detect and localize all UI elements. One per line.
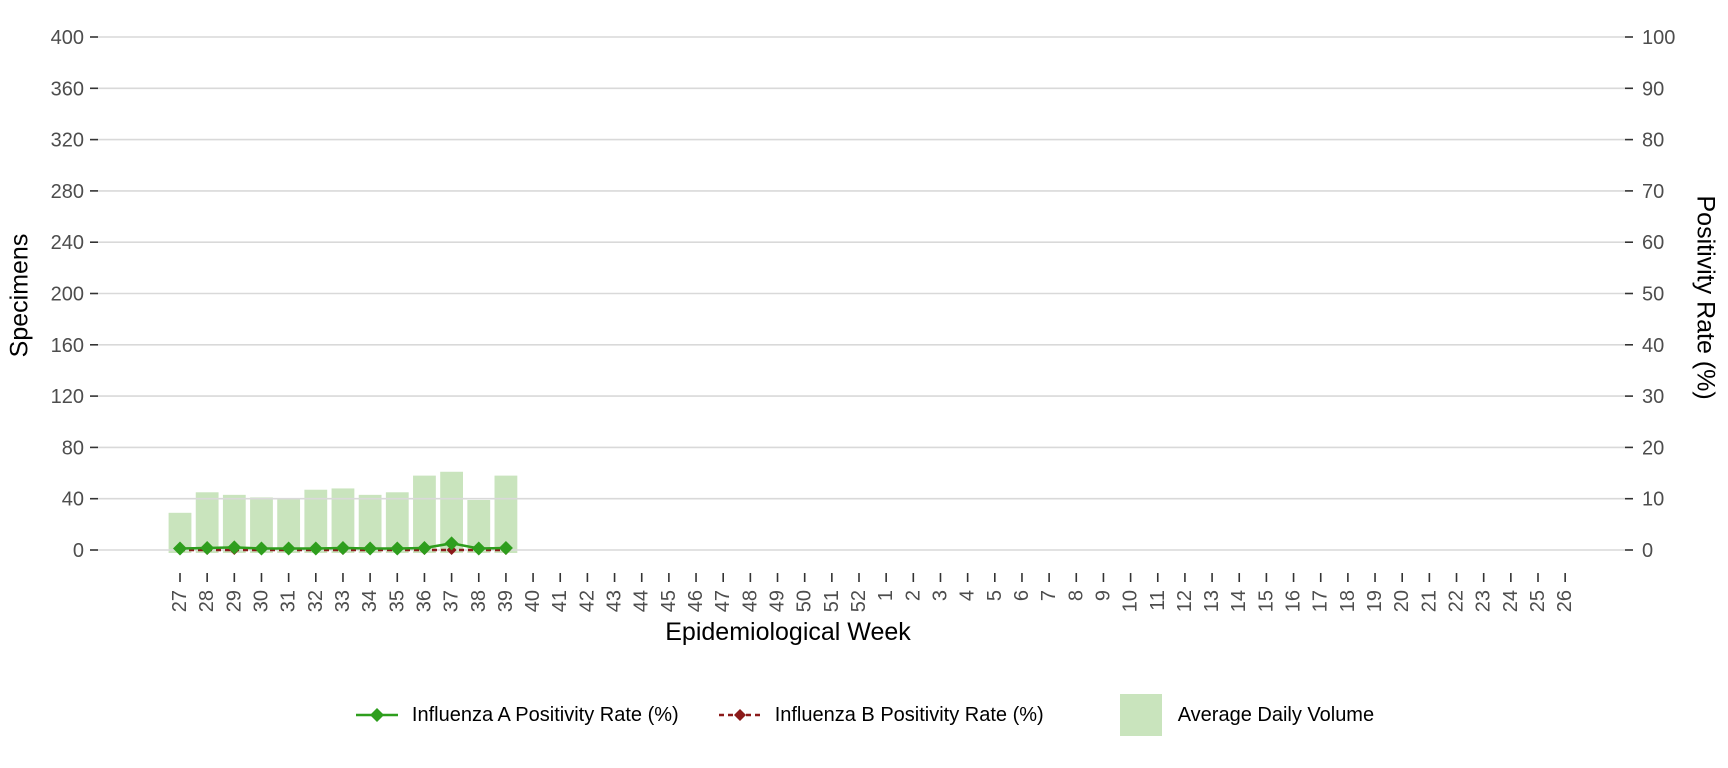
legend-label-influenza-a: Influenza A Positivity Rate (%) xyxy=(411,703,679,726)
svg-text:6: 6 xyxy=(1011,590,1033,601)
svg-text:20: 20 xyxy=(1391,590,1413,612)
svg-text:160: 160 xyxy=(51,335,84,357)
x-axis-title: Epidemiological Week xyxy=(665,618,911,646)
svg-text:52: 52 xyxy=(848,590,870,612)
svg-text:32: 32 xyxy=(305,590,327,612)
svg-text:17: 17 xyxy=(1310,590,1332,612)
svg-text:13: 13 xyxy=(1201,590,1223,612)
svg-text:45: 45 xyxy=(658,590,680,612)
svg-text:30: 30 xyxy=(1642,386,1664,408)
svg-text:14: 14 xyxy=(1228,590,1250,612)
svg-text:27: 27 xyxy=(169,590,191,612)
svg-text:120: 120 xyxy=(51,386,84,408)
svg-text:21: 21 xyxy=(1418,590,1440,612)
svg-text:4: 4 xyxy=(957,590,979,601)
legend-label-average-daily-volume: Average Daily Volume xyxy=(1177,703,1375,726)
legend-item-influenza-a: Influenza A Positivity Rate (%) xyxy=(354,702,679,728)
svg-text:40: 40 xyxy=(522,590,544,612)
svg-text:100: 100 xyxy=(1642,27,1675,49)
svg-text:80: 80 xyxy=(62,437,84,459)
svg-text:42: 42 xyxy=(576,590,598,612)
svg-text:10: 10 xyxy=(1642,489,1664,511)
svg-text:90: 90 xyxy=(1642,78,1664,100)
svg-text:30: 30 xyxy=(250,590,272,612)
svg-text:37: 37 xyxy=(441,590,463,612)
svg-text:360: 360 xyxy=(51,78,84,100)
svg-text:15: 15 xyxy=(1255,590,1277,612)
chart-legend: Influenza A Positivity Rate (%) Influenz… xyxy=(0,694,1728,736)
svg-text:39: 39 xyxy=(495,590,517,612)
svg-text:10: 10 xyxy=(1120,590,1142,612)
svg-text:50: 50 xyxy=(1642,284,1664,306)
svg-text:7: 7 xyxy=(1038,590,1060,601)
svg-text:12: 12 xyxy=(1174,590,1196,612)
svg-text:16: 16 xyxy=(1283,590,1305,612)
svg-text:18: 18 xyxy=(1337,590,1359,612)
svg-text:8: 8 xyxy=(1065,590,1087,601)
svg-text:47: 47 xyxy=(712,590,734,612)
svg-text:40: 40 xyxy=(62,489,84,511)
svg-text:31: 31 xyxy=(278,590,300,612)
svg-text:34: 34 xyxy=(359,590,381,612)
svg-text:2: 2 xyxy=(902,590,924,601)
svg-text:25: 25 xyxy=(1527,590,1549,612)
svg-text:20: 20 xyxy=(1642,437,1664,459)
svg-text:33: 33 xyxy=(332,590,354,612)
svg-text:48: 48 xyxy=(739,590,761,612)
legend-label-influenza-b: Influenza B Positivity Rate (%) xyxy=(774,703,1044,726)
svg-text:28: 28 xyxy=(196,590,218,612)
legend-item-average-daily-volume: Average Daily Volume xyxy=(1119,694,1375,736)
influenza-a-line-key-icon xyxy=(354,702,400,728)
svg-text:43: 43 xyxy=(604,590,626,612)
left-y-axis-title: Specimens xyxy=(5,233,34,358)
svg-text:200: 200 xyxy=(51,284,84,306)
svg-text:22: 22 xyxy=(1446,590,1468,612)
svg-text:46: 46 xyxy=(685,590,707,612)
svg-text:280: 280 xyxy=(51,181,84,203)
svg-text:41: 41 xyxy=(549,590,571,612)
svg-text:49: 49 xyxy=(767,590,789,612)
svg-text:5: 5 xyxy=(984,590,1006,601)
legend-item-influenza-b: Influenza B Positivity Rate (%) xyxy=(717,702,1044,728)
svg-text:36: 36 xyxy=(413,590,435,612)
svg-text:1: 1 xyxy=(875,590,897,601)
svg-text:23: 23 xyxy=(1473,590,1495,612)
svg-text:240: 240 xyxy=(51,232,84,254)
svg-text:0: 0 xyxy=(73,540,84,562)
svg-text:40: 40 xyxy=(1642,335,1664,357)
svg-text:320: 320 xyxy=(51,130,84,152)
svg-text:35: 35 xyxy=(386,590,408,612)
svg-text:70: 70 xyxy=(1642,181,1664,203)
svg-text:19: 19 xyxy=(1364,590,1386,612)
svg-text:9: 9 xyxy=(1092,590,1114,601)
svg-text:24: 24 xyxy=(1500,590,1522,612)
svg-text:60: 60 xyxy=(1642,232,1664,254)
right-y-axis-title: Positivity Rate (%) xyxy=(1691,195,1720,400)
svg-text:11: 11 xyxy=(1147,590,1169,611)
svg-text:50: 50 xyxy=(794,590,816,612)
svg-text:26: 26 xyxy=(1554,590,1576,612)
svg-text:80: 80 xyxy=(1642,130,1664,152)
average-daily-volume-swatch-icon xyxy=(1119,694,1162,736)
influenza-b-line-key-icon xyxy=(717,702,763,728)
svg-text:29: 29 xyxy=(223,590,245,612)
svg-text:400: 400 xyxy=(51,27,84,49)
svg-text:3: 3 xyxy=(929,590,951,601)
svg-text:38: 38 xyxy=(468,590,490,612)
svg-text:0: 0 xyxy=(1642,540,1653,562)
svg-text:51: 51 xyxy=(821,590,843,612)
svg-text:44: 44 xyxy=(631,590,653,612)
